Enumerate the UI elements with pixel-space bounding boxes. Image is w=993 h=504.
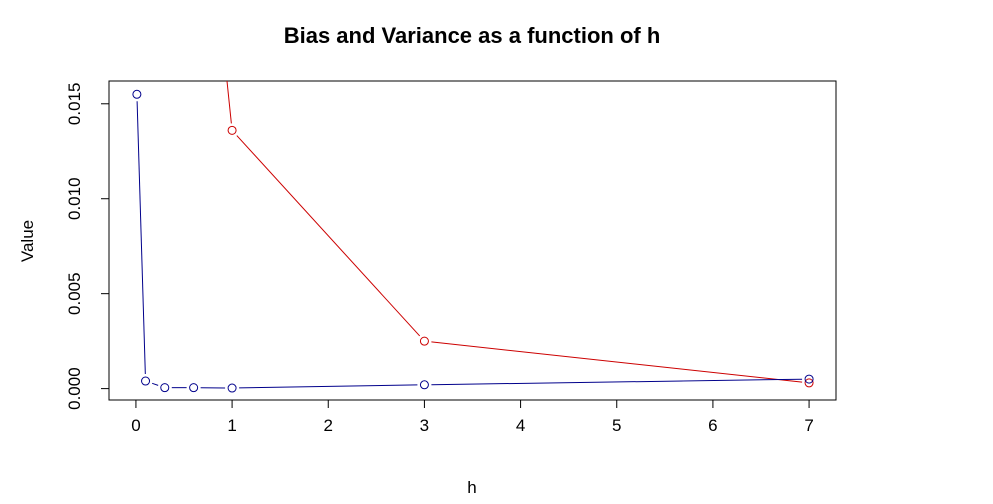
series-2-point (132, 89, 142, 99)
x-tick-label: 3 (420, 416, 429, 435)
series-1-segment (236, 135, 421, 337)
y-axis-label: Value (18, 220, 37, 262)
x-axis-label: h (467, 478, 476, 497)
x-tick-label: 4 (516, 416, 525, 435)
x-tick-label: 7 (804, 416, 813, 435)
y-tick-label: 0.015 (65, 83, 84, 126)
series-2-segment (239, 384, 418, 389)
series-2-segment (151, 382, 159, 386)
x-tick-label: 1 (227, 416, 236, 435)
x-tick-label: 2 (324, 416, 333, 435)
series-1 (226, 81, 814, 388)
series-2-segment (136, 101, 146, 375)
y-tick-label: 0.000 (65, 367, 84, 410)
series-2-segment (431, 378, 803, 386)
x-axis: 0 1 2 3 4 5 6 7 (131, 399, 814, 435)
y-axis: 0.000 0.005 0.010 0.015 (65, 83, 110, 410)
series-1-point (419, 336, 429, 346)
y-tick-label: 0.005 (65, 272, 84, 315)
x-tick-label: 5 (612, 416, 621, 435)
series-2-point (160, 383, 170, 393)
x-tick-label: 6 (708, 416, 717, 435)
series-1-segment (431, 341, 803, 383)
series-layer (132, 81, 814, 393)
series-2-point (804, 374, 814, 384)
series-2-point (227, 383, 237, 393)
series-1-point (804, 378, 814, 388)
series-2 (132, 89, 814, 393)
series-1-point (227, 125, 237, 135)
chart-title: Bias and Variance as a function of h (284, 23, 661, 48)
y-tick-label: 0.010 (65, 177, 84, 220)
series-2-point (141, 376, 151, 386)
x-tick-label: 0 (131, 416, 140, 435)
series-2-point (189, 383, 199, 393)
series-1-segment (226, 81, 232, 124)
series-2-point (419, 380, 429, 390)
